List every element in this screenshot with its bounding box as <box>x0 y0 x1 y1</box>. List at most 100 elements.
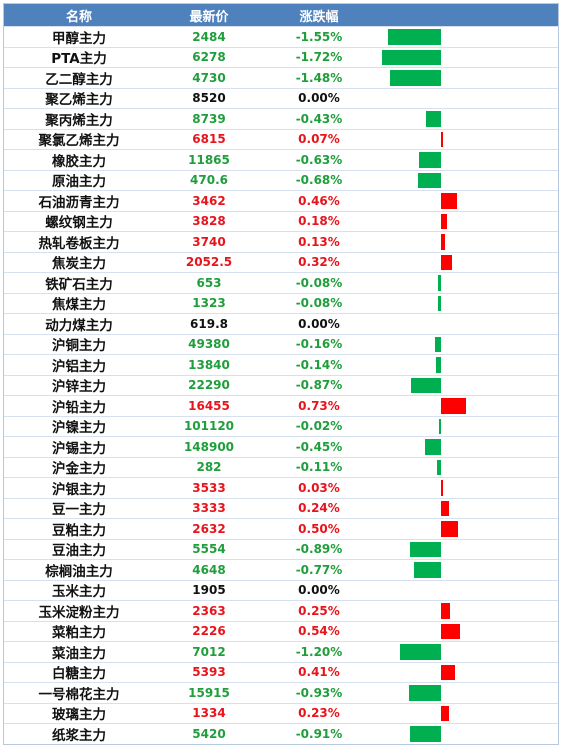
change-bar-cell <box>374 581 558 601</box>
change-bar <box>441 480 443 496</box>
change-bar <box>437 459 441 475</box>
change-percent: 0.50% <box>298 521 340 536</box>
change-percent: 0.13% <box>298 234 340 249</box>
latest-price: 3828 <box>192 214 226 229</box>
table-row: 焦煤主力 1323 -0.08% <box>4 292 558 314</box>
latest-price: 5420 <box>192 726 226 741</box>
table-row: 豆粕主力 2632 0.50% <box>4 518 558 539</box>
contract-name: 菜粕主力 <box>52 625 106 642</box>
contract-name: 沪铜主力 <box>52 338 106 355</box>
table-row: 聚丙烯主力 8739 -0.43% <box>4 108 558 129</box>
contract-name: 橡胶主力 <box>52 153 106 170</box>
change-bar <box>439 418 441 434</box>
latest-price: 13840 <box>188 357 230 372</box>
change-bar-cell <box>374 437 558 457</box>
change-bar <box>410 377 441 393</box>
latest-price: 6815 <box>192 132 226 147</box>
contract-name: 螺纹钢主力 <box>45 215 113 232</box>
latest-price: 619.8 <box>190 316 228 331</box>
contract-name: 铁矿石主力 <box>45 276 113 293</box>
change-bar-cell <box>374 109 558 129</box>
futures-table: 名称 最新价 涨跌幅 甲醇主力 2484 -1.55% PTA主力 6278 -1.72%… <box>3 3 559 745</box>
latest-price: 15915 <box>188 685 230 700</box>
change-percent: -0.63% <box>295 152 343 167</box>
contract-name: 一号棉花主力 <box>38 686 120 703</box>
contract-name: 甲醇主力 <box>52 30 106 47</box>
contract-name: 纸浆主力 <box>52 727 106 744</box>
latest-price: 5393 <box>192 665 226 680</box>
latest-price: 2226 <box>192 624 226 639</box>
change-percent: -0.89% <box>295 542 343 557</box>
contract-name: 豆粕主力 <box>52 522 106 539</box>
change-bar-cell <box>374 458 558 478</box>
change-bar <box>426 111 441 127</box>
change-bar-cell <box>374 540 558 560</box>
table-row: 乙二醇主力 4730 -1.48% <box>4 67 558 88</box>
contract-name: 沪金主力 <box>52 461 106 478</box>
change-bar-cell <box>374 724 558 744</box>
change-bar-cell <box>374 417 558 437</box>
contract-name: 石油沥青主力 <box>38 194 120 211</box>
header-price: 最新价 <box>189 9 229 25</box>
table-row: 焦炭主力 2052.5 0.32% <box>4 251 558 273</box>
change-bar <box>381 49 441 65</box>
change-percent: 0.54% <box>298 624 340 639</box>
change-bar <box>409 726 441 742</box>
change-percent: 0.18% <box>298 214 340 229</box>
table-row: 玻璃主力 1334 0.23% <box>4 702 558 724</box>
change-bar <box>438 295 441 311</box>
change-bar-cell <box>374 150 558 170</box>
contract-name: 玉米主力 <box>52 584 106 601</box>
change-percent: -0.11% <box>295 460 343 475</box>
latest-price: 653 <box>196 275 222 290</box>
latest-price: 6278 <box>192 50 226 65</box>
latest-price: 8520 <box>192 91 226 106</box>
change-bar-cell <box>374 253 558 273</box>
table-row: 沪镍主力 101120 -0.02% <box>4 415 558 437</box>
table-row: 石油沥青主力 3462 0.46% <box>4 190 558 211</box>
table-row: 豆油主力 5554 -0.89% <box>4 538 558 560</box>
contract-name: 沪锡主力 <box>52 440 106 457</box>
change-percent: -0.77% <box>295 562 343 577</box>
change-bar-cell <box>374 171 558 191</box>
change-bar <box>441 213 448 229</box>
contract-name: 玻璃主力 <box>52 707 106 724</box>
change-bar <box>425 439 441 455</box>
change-bar-cell <box>374 499 558 519</box>
contract-name: PTA主力 <box>51 51 107 68</box>
table-row: 沪铅主力 16455 0.73% <box>4 395 558 416</box>
change-percent: -1.48% <box>295 70 343 85</box>
table-row: 沪金主力 282 -0.11% <box>4 456 558 478</box>
contract-name: 焦煤主力 <box>52 297 106 314</box>
contract-name: 沪铝主力 <box>52 358 106 375</box>
contract-name: 白糖主力 <box>52 666 106 683</box>
table-row: 沪铝主力 13840 -0.14% <box>4 354 558 375</box>
table-row: 动力煤主力 619.8 0.00% <box>4 313 558 334</box>
latest-price: 4730 <box>192 70 226 85</box>
change-bar <box>441 500 450 516</box>
change-bar <box>399 644 441 660</box>
latest-price: 470.6 <box>190 173 228 188</box>
latest-price: 5554 <box>192 542 226 557</box>
latest-price: 8739 <box>192 111 226 126</box>
change-bar-cell <box>374 376 558 396</box>
table-row: 菜粕主力 2226 0.54% <box>4 620 558 642</box>
change-bar <box>441 705 449 721</box>
change-bar-cell <box>374 622 558 642</box>
change-percent: -0.87% <box>295 378 343 393</box>
latest-price: 1905 <box>192 583 226 598</box>
change-percent: 0.46% <box>298 193 340 208</box>
contract-name: 豆油主力 <box>52 543 106 560</box>
table-row: 一号棉花主力 15915 -0.93% <box>4 682 558 703</box>
table-row: 螺纹钢主力 3828 0.18% <box>4 210 558 232</box>
latest-price: 7012 <box>192 644 226 659</box>
contract-name: 沪银主力 <box>52 481 106 498</box>
latest-price: 3462 <box>192 193 226 208</box>
change-bar-cell <box>374 232 558 252</box>
latest-price: 1323 <box>192 296 226 311</box>
table-row: 沪锌主力 22290 -0.87% <box>4 374 558 396</box>
contract-name: 菜油主力 <box>52 645 106 662</box>
change-percent: -0.16% <box>295 337 343 352</box>
change-percent: 0.00% <box>298 91 340 106</box>
change-bar-cell <box>374 396 558 416</box>
